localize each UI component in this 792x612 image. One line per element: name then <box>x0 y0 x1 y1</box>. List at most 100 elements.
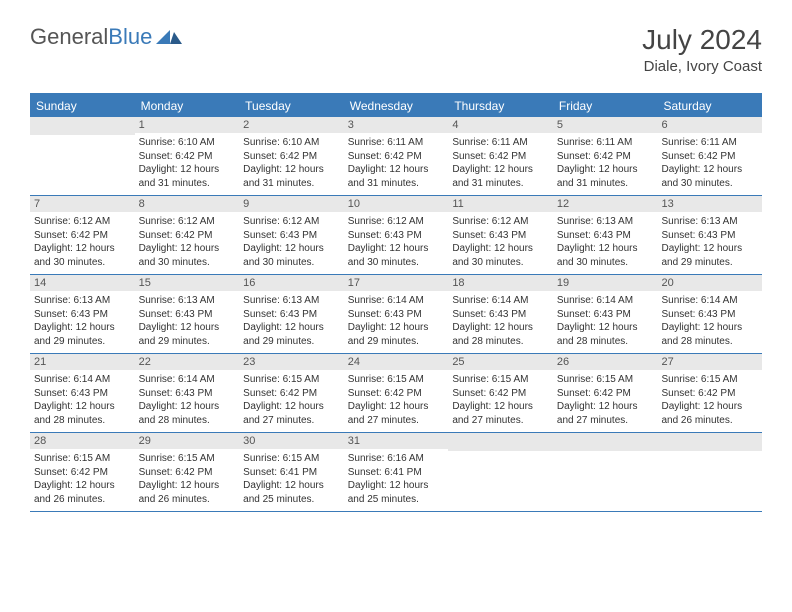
day-cell: 12Sunrise: 6:13 AMSunset: 6:43 PMDayligh… <box>553 196 658 274</box>
day-cell: 26Sunrise: 6:15 AMSunset: 6:42 PMDayligh… <box>553 354 658 432</box>
daylight-text: Daylight: 12 hours and 28 minutes. <box>452 321 549 348</box>
day-number: 15 <box>135 275 240 291</box>
day-number: 18 <box>448 275 553 291</box>
day-number: 3 <box>344 117 449 133</box>
daylight-text: Daylight: 12 hours and 29 minutes. <box>34 321 131 348</box>
daylight-text: Daylight: 12 hours and 30 minutes. <box>452 242 549 269</box>
day-body: Sunrise: 6:16 AMSunset: 6:41 PMDaylight:… <box>344 449 449 510</box>
day-body: Sunrise: 6:13 AMSunset: 6:43 PMDaylight:… <box>135 291 240 352</box>
day-cell <box>553 433 658 511</box>
day-number: 7 <box>30 196 135 212</box>
daylight-text: Daylight: 12 hours and 31 minutes. <box>557 163 654 190</box>
day-cell: 24Sunrise: 6:15 AMSunset: 6:42 PMDayligh… <box>344 354 449 432</box>
week-row: 14Sunrise: 6:13 AMSunset: 6:43 PMDayligh… <box>30 275 762 354</box>
sunrise-text: Sunrise: 6:14 AM <box>139 373 236 387</box>
sunrise-text: Sunrise: 6:15 AM <box>452 373 549 387</box>
day-number: 2 <box>239 117 344 133</box>
daylight-text: Daylight: 12 hours and 26 minutes. <box>661 400 758 427</box>
sunrise-text: Sunrise: 6:11 AM <box>661 136 758 150</box>
day-cell: 29Sunrise: 6:15 AMSunset: 6:42 PMDayligh… <box>135 433 240 511</box>
day-cell: 25Sunrise: 6:15 AMSunset: 6:42 PMDayligh… <box>448 354 553 432</box>
sunrise-text: Sunrise: 6:14 AM <box>452 294 549 308</box>
weekday-cell: Wednesday <box>344 95 449 117</box>
sunset-text: Sunset: 6:43 PM <box>661 308 758 322</box>
day-body: Sunrise: 6:14 AMSunset: 6:43 PMDaylight:… <box>135 370 240 431</box>
day-number: 6 <box>657 117 762 133</box>
day-body: Sunrise: 6:15 AMSunset: 6:42 PMDaylight:… <box>135 449 240 510</box>
calendar-table: SundayMondayTuesdayWednesdayThursdayFrid… <box>30 93 762 512</box>
sunrise-text: Sunrise: 6:11 AM <box>348 136 445 150</box>
day-body: Sunrise: 6:15 AMSunset: 6:42 PMDaylight:… <box>239 370 344 431</box>
daylight-text: Daylight: 12 hours and 29 minutes. <box>348 321 445 348</box>
sunset-text: Sunset: 6:42 PM <box>348 150 445 164</box>
day-number: 22 <box>135 354 240 370</box>
sunrise-text: Sunrise: 6:15 AM <box>661 373 758 387</box>
day-number: 24 <box>344 354 449 370</box>
sunrise-text: Sunrise: 6:15 AM <box>243 452 340 466</box>
day-body: Sunrise: 6:15 AMSunset: 6:42 PMDaylight:… <box>448 370 553 431</box>
sunset-text: Sunset: 6:43 PM <box>34 387 131 401</box>
day-cell <box>657 433 762 511</box>
day-number-empty <box>657 433 762 451</box>
day-cell: 23Sunrise: 6:15 AMSunset: 6:42 PMDayligh… <box>239 354 344 432</box>
daylight-text: Daylight: 12 hours and 27 minutes. <box>452 400 549 427</box>
sunrise-text: Sunrise: 6:15 AM <box>348 373 445 387</box>
day-number: 26 <box>553 354 658 370</box>
daylight-text: Daylight: 12 hours and 29 minutes. <box>661 242 758 269</box>
day-cell: 18Sunrise: 6:14 AMSunset: 6:43 PMDayligh… <box>448 275 553 353</box>
day-body: Sunrise: 6:12 AMSunset: 6:43 PMDaylight:… <box>344 212 449 273</box>
sunrise-text: Sunrise: 6:12 AM <box>348 215 445 229</box>
sunrise-text: Sunrise: 6:13 AM <box>34 294 131 308</box>
week-row: 7Sunrise: 6:12 AMSunset: 6:42 PMDaylight… <box>30 196 762 275</box>
sunset-text: Sunset: 6:42 PM <box>661 387 758 401</box>
day-cell <box>448 433 553 511</box>
weekday-cell: Friday <box>553 95 658 117</box>
daylight-text: Daylight: 12 hours and 25 minutes. <box>348 479 445 506</box>
day-number: 8 <box>135 196 240 212</box>
sunset-text: Sunset: 6:41 PM <box>348 466 445 480</box>
day-number: 10 <box>344 196 449 212</box>
sunrise-text: Sunrise: 6:10 AM <box>243 136 340 150</box>
daylight-text: Daylight: 12 hours and 30 minutes. <box>34 242 131 269</box>
day-body: Sunrise: 6:15 AMSunset: 6:42 PMDaylight:… <box>553 370 658 431</box>
day-cell: 19Sunrise: 6:14 AMSunset: 6:43 PMDayligh… <box>553 275 658 353</box>
sunset-text: Sunset: 6:42 PM <box>348 387 445 401</box>
day-body: Sunrise: 6:14 AMSunset: 6:43 PMDaylight:… <box>30 370 135 431</box>
daylight-text: Daylight: 12 hours and 27 minutes. <box>557 400 654 427</box>
daylight-text: Daylight: 12 hours and 31 minutes. <box>139 163 236 190</box>
week-row: 28Sunrise: 6:15 AMSunset: 6:42 PMDayligh… <box>30 433 762 512</box>
day-cell: 1Sunrise: 6:10 AMSunset: 6:42 PMDaylight… <box>135 117 240 195</box>
day-cell: 4Sunrise: 6:11 AMSunset: 6:42 PMDaylight… <box>448 117 553 195</box>
day-number: 1 <box>135 117 240 133</box>
day-number: 30 <box>239 433 344 449</box>
day-cell: 21Sunrise: 6:14 AMSunset: 6:43 PMDayligh… <box>30 354 135 432</box>
sunrise-text: Sunrise: 6:13 AM <box>243 294 340 308</box>
sunrise-text: Sunrise: 6:11 AM <box>557 136 654 150</box>
day-cell: 28Sunrise: 6:15 AMSunset: 6:42 PMDayligh… <box>30 433 135 511</box>
daylight-text: Daylight: 12 hours and 26 minutes. <box>139 479 236 506</box>
weekday-cell: Tuesday <box>239 95 344 117</box>
day-number: 27 <box>657 354 762 370</box>
day-body: Sunrise: 6:14 AMSunset: 6:43 PMDaylight:… <box>344 291 449 352</box>
day-number: 12 <box>553 196 658 212</box>
sunset-text: Sunset: 6:42 PM <box>34 466 131 480</box>
sunset-text: Sunset: 6:43 PM <box>557 308 654 322</box>
daylight-text: Daylight: 12 hours and 30 minutes. <box>243 242 340 269</box>
day-body: Sunrise: 6:12 AMSunset: 6:42 PMDaylight:… <box>30 212 135 273</box>
day-cell: 6Sunrise: 6:11 AMSunset: 6:42 PMDaylight… <box>657 117 762 195</box>
day-number: 29 <box>135 433 240 449</box>
sunrise-text: Sunrise: 6:13 AM <box>661 215 758 229</box>
day-number: 28 <box>30 433 135 449</box>
daylight-text: Daylight: 12 hours and 27 minutes. <box>243 400 340 427</box>
day-body: Sunrise: 6:10 AMSunset: 6:42 PMDaylight:… <box>239 133 344 194</box>
day-body: Sunrise: 6:11 AMSunset: 6:42 PMDaylight:… <box>448 133 553 194</box>
sunset-text: Sunset: 6:43 PM <box>139 308 236 322</box>
sunset-text: Sunset: 6:42 PM <box>243 387 340 401</box>
day-body: Sunrise: 6:14 AMSunset: 6:43 PMDaylight:… <box>448 291 553 352</box>
day-body: Sunrise: 6:13 AMSunset: 6:43 PMDaylight:… <box>553 212 658 273</box>
day-cell: 7Sunrise: 6:12 AMSunset: 6:42 PMDaylight… <box>30 196 135 274</box>
sunrise-text: Sunrise: 6:13 AM <box>557 215 654 229</box>
sunset-text: Sunset: 6:42 PM <box>139 150 236 164</box>
weeks-container: 1Sunrise: 6:10 AMSunset: 6:42 PMDaylight… <box>30 117 762 512</box>
daylight-text: Daylight: 12 hours and 28 minutes. <box>557 321 654 348</box>
